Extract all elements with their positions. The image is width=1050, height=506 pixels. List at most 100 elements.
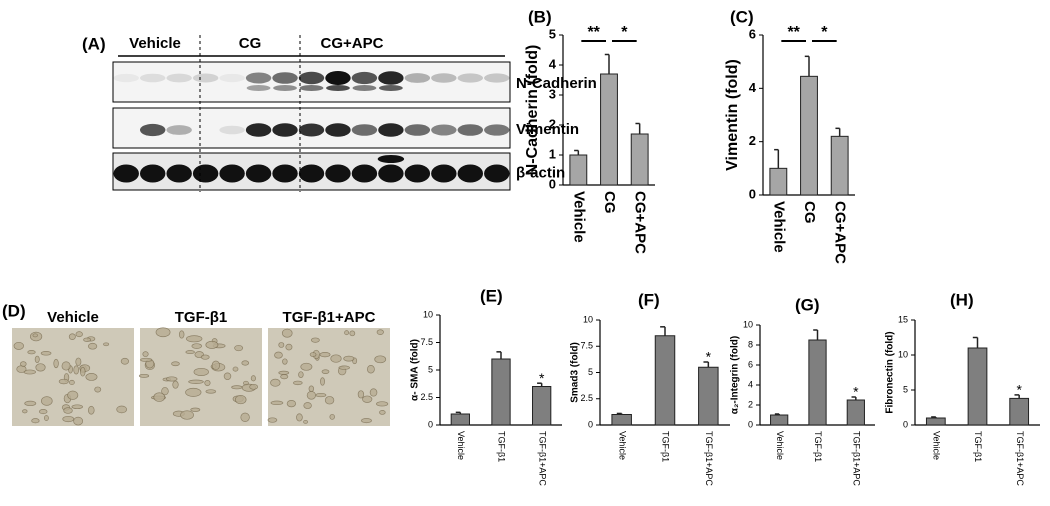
bar: [967, 347, 988, 426]
cell: [223, 372, 232, 381]
cell: [285, 343, 293, 351]
cell: [22, 409, 28, 414]
blot-band: [298, 71, 325, 85]
blot-band: [245, 72, 272, 84]
blot-band: [166, 73, 192, 83]
x-tick-label: Vehicle: [775, 431, 785, 460]
y-tick-label: 2: [748, 399, 753, 409]
y-tick-label: 2: [549, 116, 556, 131]
significance-label: *: [1016, 382, 1022, 398]
significance-label: **: [787, 24, 800, 41]
cell: [249, 383, 258, 390]
micrograph: [140, 328, 262, 426]
blot-band: [431, 164, 457, 183]
y-tick-label: 5: [428, 364, 433, 374]
blot-band: [219, 164, 245, 183]
cell: [232, 366, 239, 372]
cell: [68, 333, 76, 340]
cell: [83, 337, 92, 342]
significance-label: *: [853, 384, 859, 400]
blot-band: [139, 73, 166, 83]
x-tick-label: TGF-β1+APC: [1015, 431, 1025, 486]
cell: [376, 401, 389, 407]
y-tick-label: 5: [903, 384, 908, 394]
cell: [329, 413, 335, 420]
y-tick-label: 0: [749, 186, 756, 201]
cell: [315, 392, 327, 398]
cell: [241, 360, 250, 366]
cell: [41, 396, 53, 406]
blot-band: [166, 164, 192, 183]
protein-label: β-actin: [516, 164, 565, 181]
blot-band: [431, 124, 457, 136]
blot-band: [325, 123, 351, 137]
blot-band: [457, 124, 484, 136]
cell: [155, 327, 171, 338]
blot-band: [404, 164, 431, 183]
bar: [769, 167, 788, 196]
protein-label: N-Cadherin: [516, 75, 597, 92]
cell: [185, 387, 202, 397]
blot-band: [326, 85, 350, 91]
cell: [191, 343, 202, 349]
cell: [211, 360, 221, 371]
blot-band: [219, 125, 245, 135]
x-tick-label: CG: [801, 201, 818, 224]
blot-band: [351, 164, 378, 183]
blot-band: [484, 73, 510, 83]
panel-label: (G): [795, 295, 820, 314]
y-tick-label: 4: [748, 379, 753, 389]
panel-label: (C): [730, 7, 754, 26]
blot-band: [351, 124, 378, 136]
cell: [153, 392, 166, 402]
cell: [330, 354, 342, 363]
y-tick-label: 2.5: [580, 393, 593, 403]
y-tick-label: 8: [748, 339, 753, 349]
cell: [270, 400, 284, 406]
image-label: TGF-β1+APC: [283, 309, 376, 326]
blot-band: [166, 125, 192, 135]
y-tick-label: 7.5: [420, 337, 433, 347]
cell: [67, 390, 79, 400]
y-tick-label: 3: [549, 86, 556, 101]
cell: [73, 416, 84, 426]
bar: [532, 386, 552, 426]
cell: [75, 331, 83, 338]
y-axis-label: N-Cadherin (fold): [524, 45, 541, 176]
cell: [320, 377, 325, 386]
cell: [44, 415, 49, 422]
cell: [188, 379, 204, 384]
cell: [73, 365, 80, 375]
y-tick-label: 0: [588, 419, 593, 429]
cell: [362, 395, 373, 403]
y-tick-label: 0: [549, 176, 556, 191]
blot-band: [299, 85, 324, 91]
cell: [357, 390, 365, 399]
blot-band: [457, 73, 484, 83]
x-tick-label: TGF-β1+APC: [537, 431, 547, 486]
cell: [319, 352, 331, 358]
blot-band: [192, 164, 219, 183]
cell: [344, 330, 350, 336]
significance-label: **: [587, 24, 600, 41]
cell: [300, 362, 313, 371]
panel-label: (F): [638, 290, 660, 309]
y-tick-label: 10: [423, 309, 433, 319]
x-tick-label: Vehicle: [570, 191, 587, 243]
bar: [600, 73, 618, 186]
cell: [343, 355, 355, 362]
x-tick-label: TGF-β1: [813, 431, 823, 462]
y-tick-label: 5: [588, 367, 593, 377]
cell: [142, 351, 149, 357]
cell: [282, 358, 288, 365]
y-tick-label: 6: [748, 359, 753, 369]
cell: [140, 357, 153, 362]
blot-band: [325, 71, 351, 85]
cell: [34, 355, 40, 364]
cell: [172, 380, 179, 389]
micrograph: [12, 328, 134, 426]
cell: [20, 361, 27, 367]
y-tick-label: 4: [549, 56, 557, 71]
x-tick-label: TGF-β1+APC: [704, 431, 714, 486]
